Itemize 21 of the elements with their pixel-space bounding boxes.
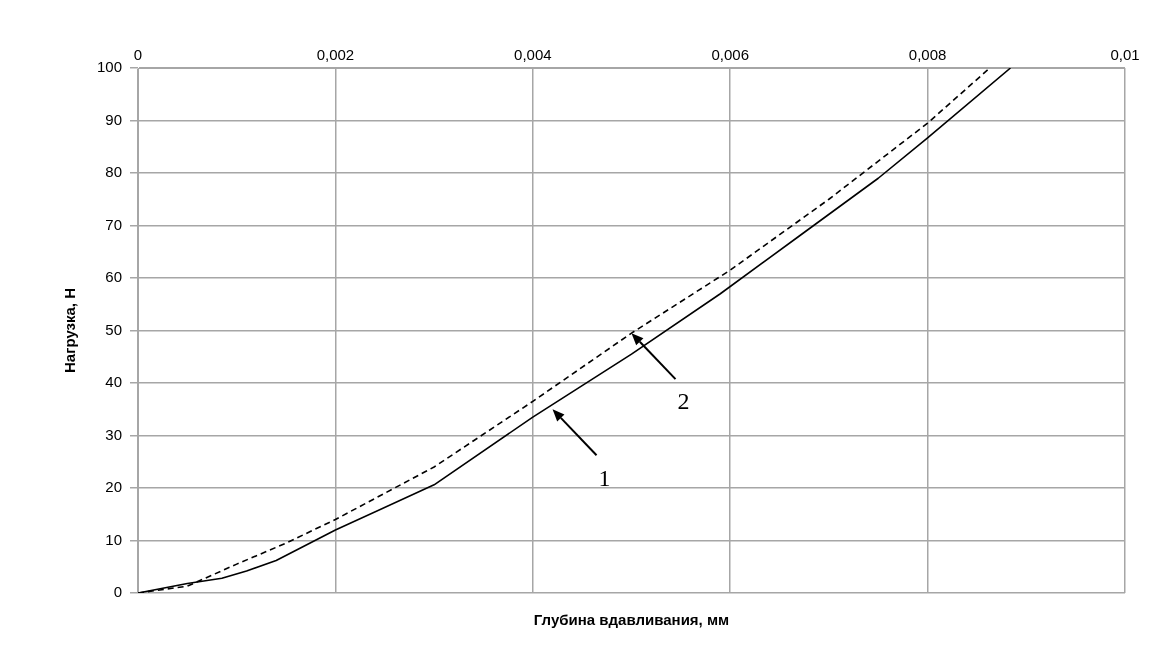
y-tick-label: 40 <box>105 373 122 391</box>
x-axis-title: Глубина вдавливания, мм <box>533 611 730 629</box>
annotation: 1 <box>598 464 611 491</box>
y-tick-label: 90 <box>105 110 122 128</box>
y-tick-label: 80 <box>105 163 122 181</box>
y-tick-label: 10 <box>105 530 122 548</box>
y-tick-label: 30 <box>105 425 122 443</box>
x-tick-label: 0,01 <box>1110 46 1140 64</box>
y-tick-label: 70 <box>105 215 122 233</box>
y-tick-label: 100 <box>96 58 122 76</box>
y-axis-title: Нагрузка, Н <box>61 287 79 374</box>
x-tick-label: 0,002 <box>316 46 355 64</box>
x-tick-label: 0,006 <box>711 46 749 64</box>
y-tick-label: 50 <box>105 320 122 338</box>
x-tick-label: 0 <box>133 46 143 64</box>
annotation: 2 <box>677 388 690 415</box>
y-tick-label: 60 <box>105 268 122 286</box>
x-tick-label: 0,008 <box>908 46 947 64</box>
x-tick-label: 0,004 <box>514 46 552 64</box>
y-tick-label: 20 <box>105 478 122 496</box>
y-tick-label: 0 <box>113 583 122 601</box>
